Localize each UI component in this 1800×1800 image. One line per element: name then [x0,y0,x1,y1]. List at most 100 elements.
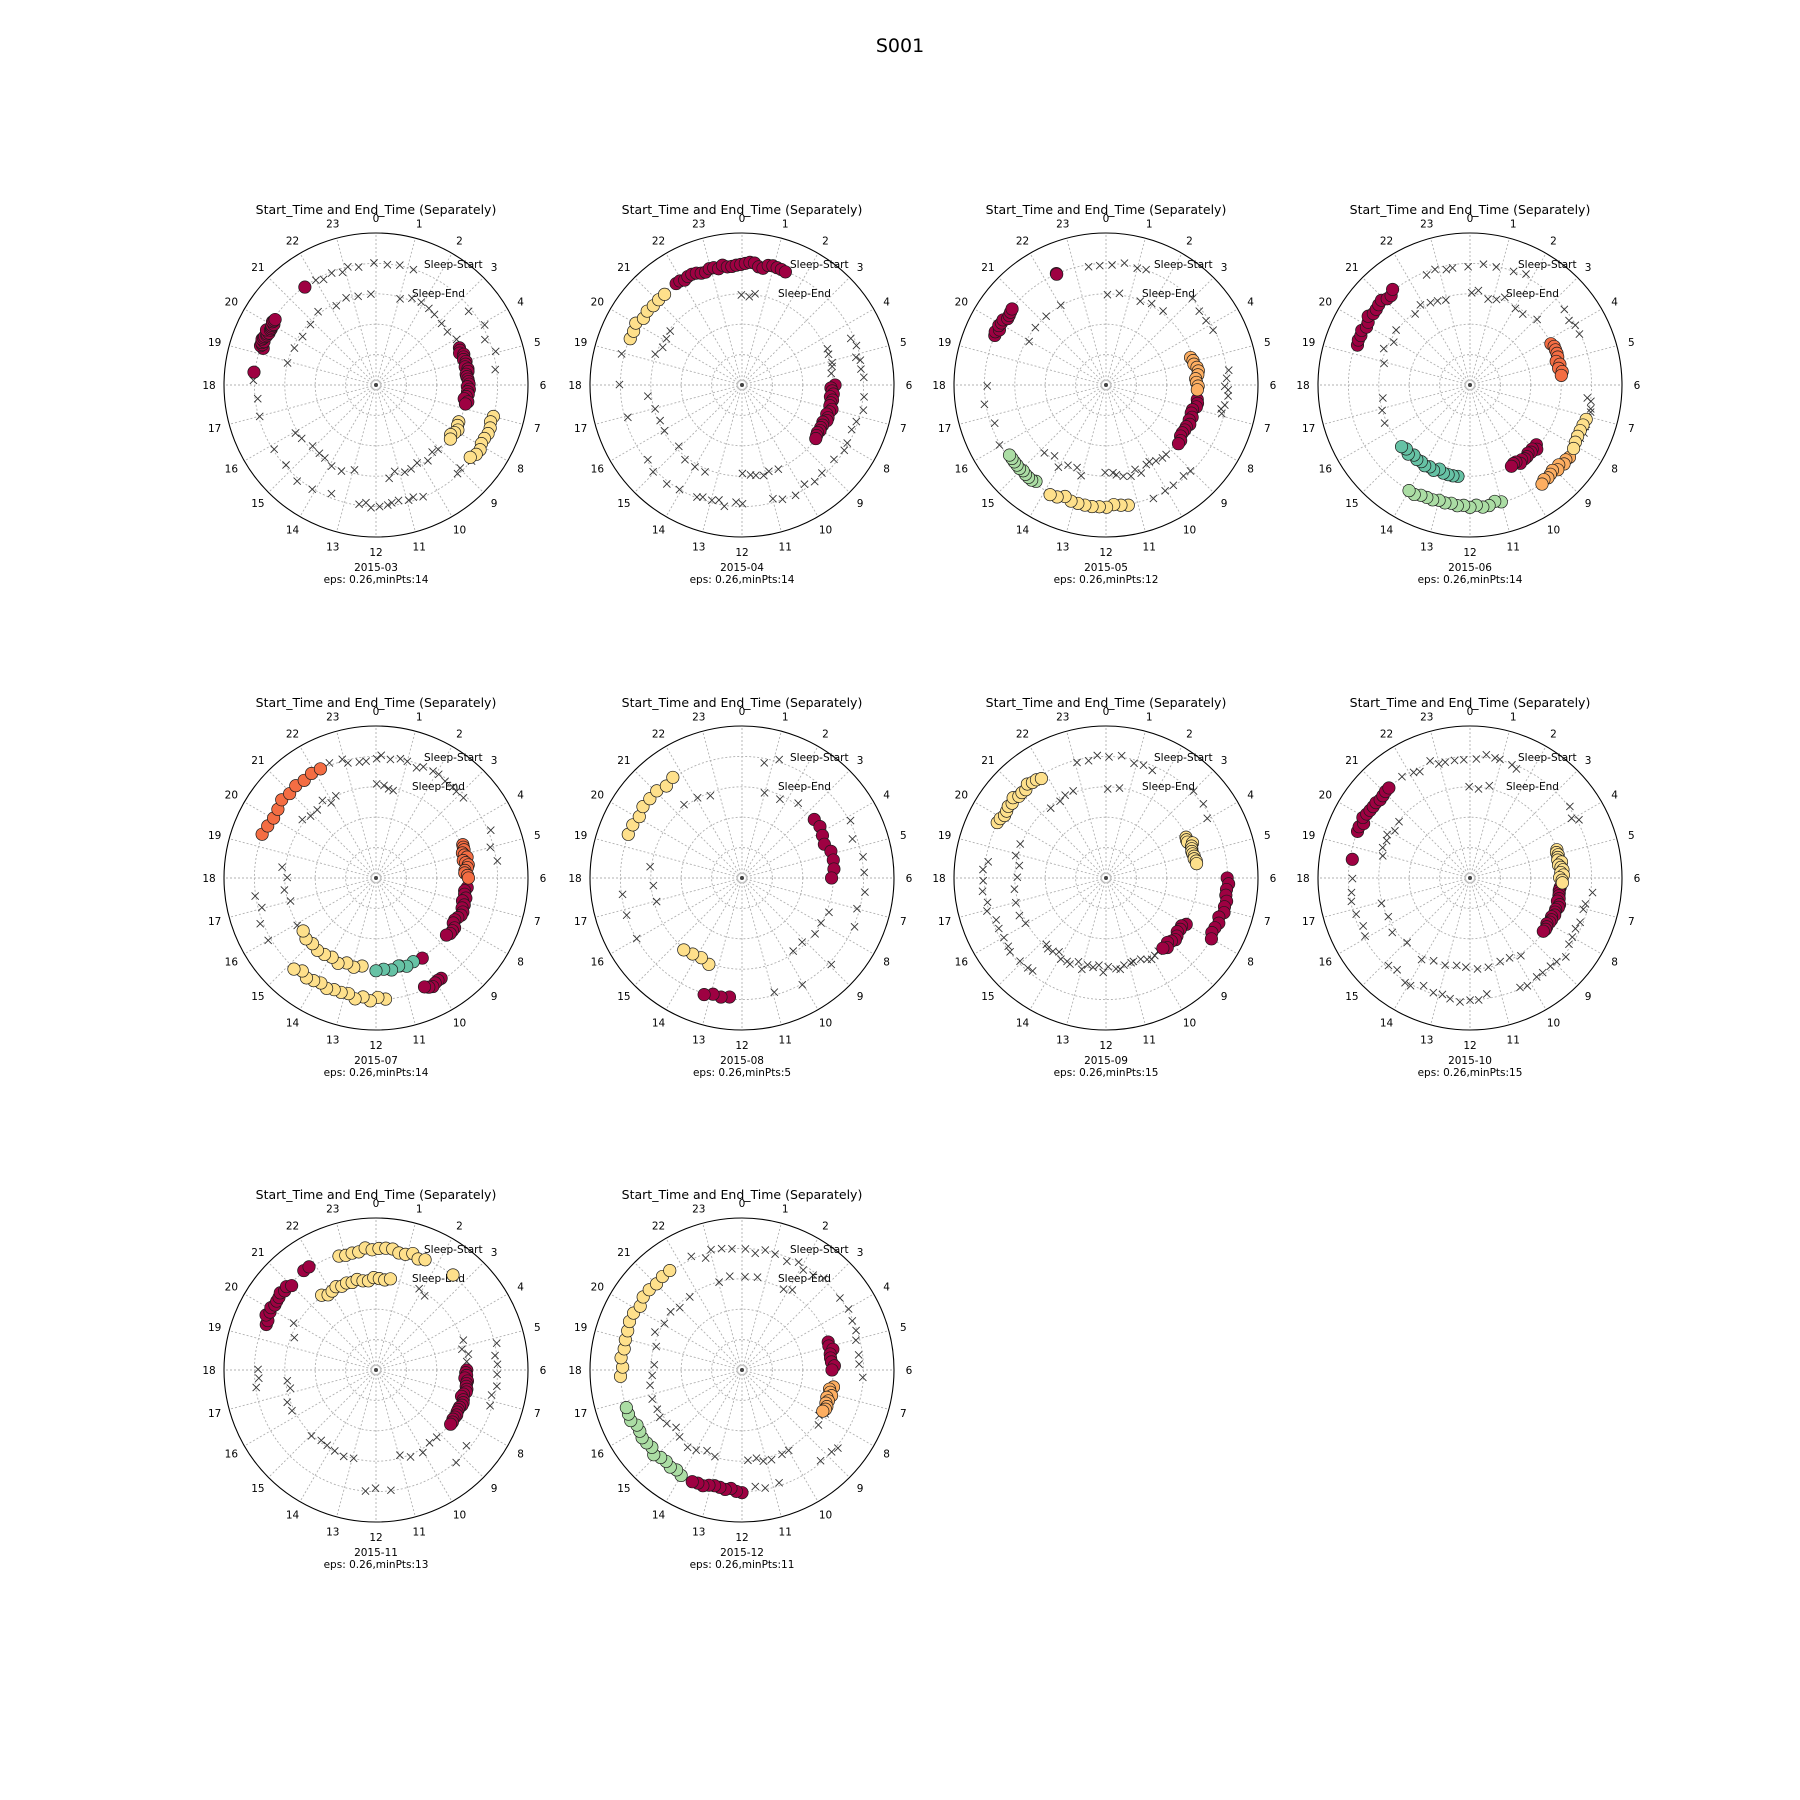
hour-tick-label: 6 [906,1365,913,1377]
angular-gridline [1338,801,1471,879]
hour-tick-label: 18 [568,380,581,392]
noise-point [1384,912,1393,921]
cluster-point [778,265,792,279]
noise-point [492,1339,501,1348]
polar-origin [1104,876,1108,880]
hour-tick-label: 8 [883,464,890,476]
noise-point [859,406,868,415]
noise-point [1105,752,1113,761]
hour-tick-label: 14 [652,1018,666,1030]
angular-gridline [244,877,377,955]
noise-point [1533,315,1542,324]
hour-tick-label: 6 [1634,380,1641,392]
cluster-point [1043,488,1057,502]
noise-point [1446,994,1454,1003]
noise-point [817,918,825,927]
angular-gridline [1362,877,1471,986]
angular-gridline [741,384,889,425]
hour-tick-label: 11 [413,541,426,553]
noise-point [660,426,669,435]
noise-point [1378,394,1387,402]
noise-point [1133,264,1142,273]
ring-label-sleep-end: Sleep-End [778,1273,831,1285]
angular-gridline [1105,877,1214,986]
noise-point [1482,990,1491,998]
hour-tick-label: 3 [857,755,864,767]
hour-tick-label: 10 [453,525,466,537]
radial-gridline [345,1339,407,1401]
hour-tick-label: 23 [692,712,705,724]
noise-point [1127,958,1136,967]
cluster-point [458,397,473,411]
polar-origin [1468,876,1472,880]
hour-tick-label: 8 [1611,957,1618,969]
hour-tick-label: 9 [857,991,864,1003]
cluster-point [1554,368,1568,382]
noise-point [1130,759,1138,768]
noise-point [1347,888,1356,897]
angular-gridline [1029,384,1107,517]
hour-tick-label: 4 [517,297,524,309]
hour-tick-label: 11 [779,1034,792,1046]
noise-point [412,763,421,772]
noise-point [407,294,416,303]
hour-tick-label: 22 [286,1220,299,1232]
noise-point [651,1328,659,1337]
angular-gridline [634,877,743,986]
noise-point [283,1398,292,1407]
polar-origin [374,383,378,387]
noise-point [1077,471,1086,480]
noise-point [840,446,849,455]
angular-gridline [959,877,1107,918]
angular-gridline [1105,384,1183,517]
noise-point [710,1452,719,1461]
noise-point [1416,300,1425,309]
hour-tick-label: 20 [1319,297,1332,309]
noise-point [810,477,819,486]
noise-point [1441,961,1450,970]
cluster-point [446,1268,460,1282]
hour-tick-label: 0 [373,213,380,225]
hour-tick-label: 13 [326,1034,339,1046]
angular-gridline [375,308,508,386]
noise-point [311,276,320,285]
hour-tick-label: 2 [822,235,829,247]
angular-gridline [1362,277,1471,386]
noise-point [691,462,699,471]
noise-point [297,434,306,443]
cluster-point [816,1404,830,1418]
angular-gridline [1469,384,1547,517]
cluster-point [443,432,457,446]
angular-gridline [741,770,850,879]
month-label: 2015-07 [354,1055,398,1067]
noise-point [675,1303,684,1312]
noise-point [623,413,632,422]
noise-point [384,784,393,793]
radial-gridline [1439,847,1501,909]
hour-tick-label: 11 [779,1526,792,1538]
angular-gridline [1338,308,1471,386]
ring-label-sleep-end: Sleep-End [412,288,465,300]
noise-point [1040,448,1049,457]
hour-tick-label: 14 [286,1510,300,1522]
noise-point [794,799,803,808]
noise-point [1433,297,1442,305]
noise-point [1099,968,1108,977]
noise-point [395,1451,404,1460]
angular-gridline [998,877,1107,986]
polar-frame [223,1217,529,1523]
hour-tick-label: 12 [735,547,748,559]
noise-point [452,787,461,796]
hour-tick-label: 19 [1302,830,1315,842]
hour-tick-label: 9 [1585,991,1592,1003]
angular-gridline [665,1238,743,1371]
noise-point [264,936,273,945]
hour-tick-label: 16 [1319,464,1333,476]
noise-point [486,1401,494,1410]
noise-point [814,1421,823,1429]
noise-point [744,1456,752,1465]
hour-tick-label: 11 [1507,1034,1520,1046]
angular-gridline [1105,277,1214,386]
noise-point [761,1246,770,1255]
month-label: 2015-05 [1084,562,1128,574]
